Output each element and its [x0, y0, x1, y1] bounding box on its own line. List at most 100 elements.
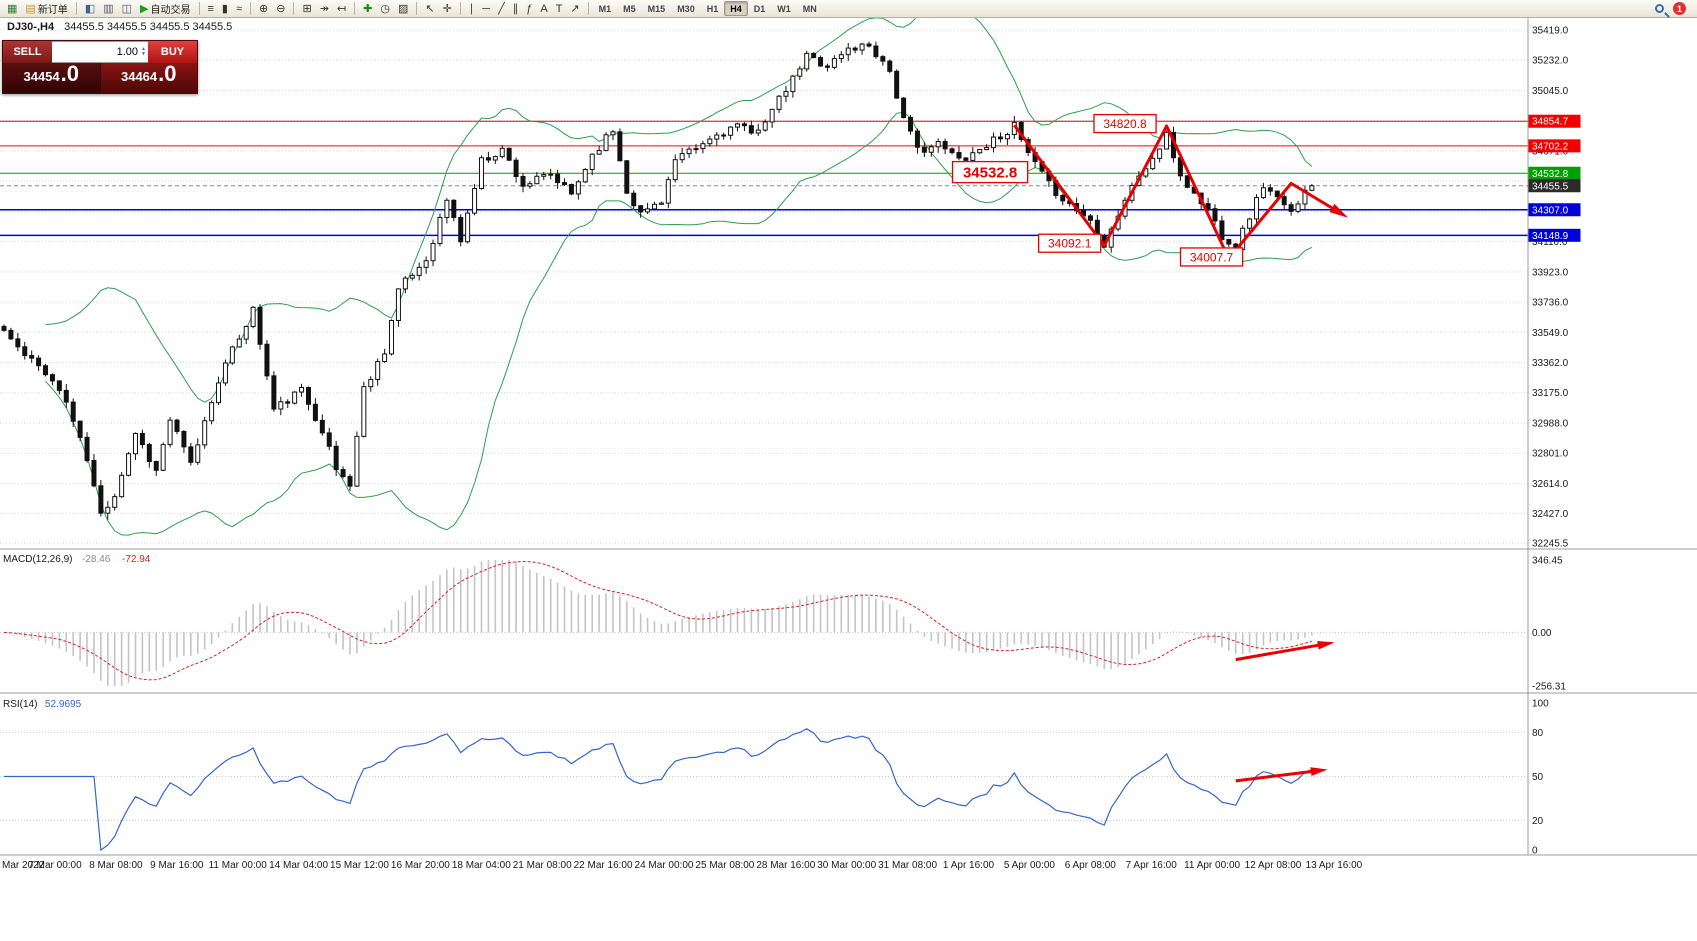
zoom-in-icon[interactable]: ⊕ — [255, 1, 272, 17]
volume-down-icon[interactable]: ▼ — [141, 51, 146, 57]
new-order-button[interactable]: ▤ 新订单 — [21, 1, 71, 17]
vertical-line-icon[interactable]: ∣ — [465, 1, 479, 17]
cursor-icon[interactable]: ↖ — [421, 1, 438, 17]
print-icon-glyph: ▥ — [103, 2, 114, 15]
terminal-icon[interactable]: ▦ — [3, 1, 21, 17]
line-chart-mode-icon[interactable]: ≈ — [232, 1, 246, 17]
svg-text:33175.0: 33175.0 — [1532, 388, 1569, 399]
bollinger-bands — [45, 5, 1313, 536]
svg-text:25 Mar 08:00: 25 Mar 08:00 — [695, 860, 754, 871]
svg-text:52.9695: 52.9695 — [45, 699, 82, 710]
svg-text:35045.0: 35045.0 — [1532, 86, 1569, 97]
timeframe-w1-button[interactable]: W1 — [777, 3, 791, 14]
text-tool-icon[interactable]: A — [536, 1, 551, 17]
svg-text:33362.0: 33362.0 — [1532, 358, 1569, 369]
svg-text:15 Mar 12:00: 15 Mar 12:00 — [330, 860, 389, 871]
svg-text:MACD(12,26,9): MACD(12,26,9) — [3, 554, 72, 565]
trade-panel-top-row: SELL 1.00 ▲ ▼ BUY — [3, 41, 197, 63]
periods-icon[interactable]: ◷ — [376, 1, 394, 17]
svg-text:34532.8: 34532.8 — [963, 164, 1017, 181]
chart-symbol-period: DJ30-,H4 — [7, 21, 55, 33]
svg-text:0: 0 — [1532, 846, 1538, 857]
buy-button[interactable]: BUY — [148, 41, 197, 63]
indicator-panels: 346.45 0.00 -256.31 MACD(12,26,9) -28.46 -72.… — [0, 18, 1697, 857]
toolbar-items: ▦ ▤ 新订单 ◧ ▥ ◫ ▶ 自动交易 ≡ ▮ ≈ ⊕ ⊖ ⊞ ↠ ↤ ✚ ◷ ▨ ↖ ✛ ∣ ─ ╱ ∥ ƒ A T ↗ — [3, 1, 593, 17]
chart-ohlc-values: 34455.5 34455.5 34455.5 34455.5 — [64, 21, 233, 33]
svg-text:20: 20 — [1532, 816, 1544, 827]
svg-text:34110.0: 34110.0 — [1532, 237, 1568, 248]
svg-text:34455.5: 34455.5 — [1532, 181, 1569, 192]
buy-price-frac: .0 — [158, 61, 177, 86]
arrows-tool-icon[interactable]: ↗ — [566, 1, 583, 17]
tile-windows-icon[interactable]: ⊞ — [298, 1, 315, 17]
svg-text:13 Apr 16:00: 13 Apr 16:00 — [1306, 860, 1363, 871]
zoom-in-icon-glyph: ⊕ — [259, 2, 269, 15]
svg-text:34092.1: 34092.1 — [1048, 237, 1092, 251]
templates-icon[interactable]: ▨ — [394, 1, 412, 17]
horizontal-level-lines[interactable] — [0, 120, 1528, 237]
timeframe-h1-button[interactable]: H1 — [706, 3, 719, 14]
channel-icon-glyph: ∥ — [512, 2, 519, 15]
line-chart-mode-icon-glyph: ≈ — [235, 2, 243, 15]
charts-icon[interactable]: ◧ — [81, 1, 99, 17]
label-tool-icon[interactable]: T — [552, 1, 567, 17]
fibonacci-icon-glyph: ƒ — [526, 2, 533, 15]
svg-text:50: 50 — [1532, 772, 1544, 783]
auto-scroll-icon[interactable]: ↠ — [316, 1, 333, 17]
indicators-icon[interactable]: ✚ — [359, 1, 376, 17]
autotrading-button-label: 自动交易 — [150, 5, 191, 16]
channel-icon[interactable]: ∥ — [509, 1, 523, 17]
search-icon[interactable] — [1655, 4, 1664, 13]
svg-text:34148.9: 34148.9 — [1532, 231, 1569, 242]
svg-text:0.00: 0.00 — [1532, 628, 1552, 639]
svg-text:8 Mar 08:00: 8 Mar 08:00 — [89, 860, 143, 871]
chart-header: DJ30-,H4 34455.5 34455.5 34455.5 34455.5 — [7, 21, 232, 33]
svg-text:33923.0: 33923.0 — [1532, 267, 1569, 278]
svg-text:100: 100 — [1532, 699, 1549, 710]
bar-chart-mode-icon-glyph: ≡ — [207, 2, 214, 15]
svg-text:7 Mar 00:00: 7 Mar 00:00 — [28, 860, 82, 871]
timeframe-m5-button[interactable]: M5 — [623, 3, 636, 14]
svg-text:14 Mar 04:00: 14 Mar 04:00 — [269, 860, 328, 871]
new-order-glyph: ▤ — [25, 2, 36, 15]
data-window-icon[interactable]: ◫ — [118, 1, 136, 17]
timeframe-mn-button[interactable]: MN — [802, 3, 817, 14]
label-tool-icon-glyph: T — [555, 2, 563, 15]
timeframe-m1-button[interactable]: M1 — [598, 3, 612, 14]
crosshair-icon[interactable]: ✛ — [439, 1, 456, 17]
volume-input[interactable]: 1.00 ▲ ▼ — [52, 41, 148, 63]
chart-annotations[interactable]: 34820.8 34532.8 34092.1 34007.7 — [951, 113, 1349, 783]
volume-up-icon[interactable]: ▲ — [141, 46, 146, 52]
timeframe-toolbar: M1 M5 M15 M30 H1 H4 D1 W1 MN — [593, 1, 823, 16]
chart-shift-icon[interactable]: ↤ — [333, 1, 350, 17]
volume-stepper[interactable]: ▲ ▼ — [141, 47, 146, 57]
timeframe-d1-button[interactable]: D1 — [753, 3, 766, 14]
buy-price[interactable]: 34464 .0 — [99, 61, 197, 93]
sell-button[interactable]: SELL — [3, 41, 52, 63]
candle-chart-mode-icon[interactable]: ▮ — [218, 1, 232, 17]
bar-chart-mode-icon[interactable]: ≡ — [204, 1, 218, 17]
horizontal-line-icon-glyph: ─ — [482, 2, 491, 15]
price-axis[interactable]: 35419.035232.035045.034858.034671.034484… — [1528, 26, 1581, 550]
timeframe-m15-button[interactable]: M15 — [647, 3, 666, 14]
fibonacci-icon[interactable]: ƒ — [522, 1, 536, 17]
toolbar-separator — [250, 2, 252, 15]
svg-text:9 Mar 16:00: 9 Mar 16:00 — [150, 860, 204, 871]
timeframe-m30-button[interactable]: M30 — [677, 3, 695, 14]
templates-icon-glyph: ▨ — [397, 2, 409, 15]
crosshair-icon-glyph: ✛ — [442, 2, 452, 15]
sell-price[interactable]: 34454 .0 — [3, 63, 100, 93]
notification-badge[interactable]: 1 — [1673, 2, 1686, 15]
trendline-icon[interactable]: ╱ — [494, 1, 509, 17]
timeframe-h4-button[interactable]: H4 — [724, 1, 748, 16]
svg-text:12 Apr 08:00: 12 Apr 08:00 — [1245, 860, 1302, 871]
toolbar-separator — [587, 2, 589, 15]
svg-text:11 Mar 00:00: 11 Mar 00:00 — [209, 860, 268, 871]
autotrading-button[interactable]: ▶ 自动交易 — [136, 1, 194, 17]
print-icon[interactable]: ▥ — [99, 1, 117, 17]
zoom-out-icon[interactable]: ⊖ — [272, 1, 289, 17]
svg-text:80: 80 — [1532, 728, 1544, 739]
svg-text:24 Mar 00:00: 24 Mar 00:00 — [635, 860, 694, 871]
horizontal-line-icon[interactable]: ─ — [478, 1, 494, 17]
